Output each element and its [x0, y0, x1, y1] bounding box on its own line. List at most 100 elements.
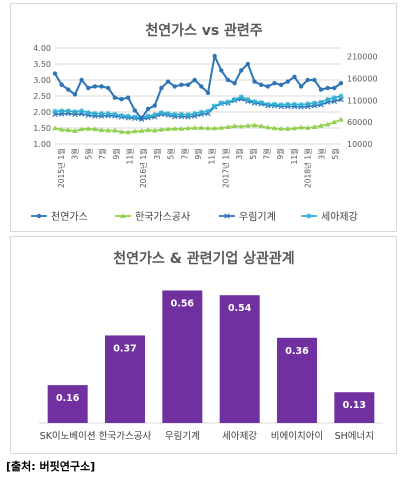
legend-label: 우림기계 — [239, 211, 276, 223]
data-point — [138, 128, 145, 133]
x-tick-label: 5월 — [166, 148, 176, 160]
data-point — [231, 96, 238, 103]
bar — [219, 295, 260, 423]
data-point — [125, 113, 131, 119]
x-tick-label: 5월 — [330, 148, 340, 160]
data-point — [171, 125, 178, 131]
category-label: 세아제강 — [222, 431, 257, 442]
right-axis-tick-label: 10000 — [347, 140, 372, 149]
data-point — [179, 82, 184, 88]
data-point — [305, 101, 311, 107]
x-tick-label: 2018년 1월 — [303, 148, 313, 188]
data-point — [92, 126, 98, 132]
data-point — [112, 111, 118, 117]
data-point — [251, 122, 258, 128]
data-point — [165, 126, 171, 132]
bar-data-label: 0.37 — [113, 343, 136, 354]
category-label: 비에이치아이 — [271, 430, 323, 442]
legend-item: 세아제강 — [301, 211, 358, 223]
x-tick-label: 3월 — [70, 148, 80, 160]
data-point — [172, 111, 178, 117]
x-tick-group: 5월 — [248, 148, 258, 160]
x-tick-group: 7월 — [179, 148, 189, 160]
data-point — [212, 53, 217, 59]
data-point — [85, 125, 92, 131]
data-point — [205, 125, 211, 131]
data-point — [252, 79, 257, 84]
bar-data-label: 0.36 — [285, 346, 309, 357]
x-tick-label: 11월 — [207, 148, 217, 165]
data-point — [239, 68, 244, 73]
data-point — [251, 99, 258, 105]
data-point — [325, 85, 330, 91]
x-tick-group: 7월 — [262, 148, 272, 160]
data-point — [265, 101, 271, 107]
data-point — [238, 123, 245, 129]
data-point — [120, 213, 126, 218]
data-point — [185, 112, 191, 118]
x-tick-group: 11월 — [207, 148, 217, 165]
data-point — [225, 124, 231, 129]
data-point — [245, 122, 251, 128]
x-tick-label: 7월 — [179, 148, 189, 160]
data-point — [145, 113, 151, 119]
left-axis-tick-label: 3.50 — [33, 60, 51, 69]
bar — [334, 392, 375, 423]
x-tick-label: 9월 — [193, 148, 203, 160]
data-point — [85, 109, 91, 116]
data-point — [178, 125, 185, 131]
x-tick-label: 2017년 1월 — [220, 148, 230, 188]
data-point — [265, 84, 271, 89]
x-tick-label: 7월 — [97, 148, 107, 160]
data-point — [325, 96, 331, 103]
data-point — [285, 79, 290, 84]
bar-data-label: 0.13 — [343, 400, 366, 411]
data-point — [58, 126, 65, 132]
data-point — [271, 101, 278, 107]
x-tick-group: 5월 — [330, 148, 340, 160]
series-3 — [52, 93, 344, 121]
bar-data-label: 0.54 — [228, 303, 252, 314]
data-point — [132, 108, 138, 113]
bar-data-label: 0.16 — [56, 393, 80, 404]
data-point — [224, 213, 230, 219]
left-axis-tick-label: 1.00 — [33, 140, 51, 149]
x-tick-group: 5월 — [166, 148, 176, 160]
data-point — [218, 100, 224, 106]
data-point — [219, 68, 224, 73]
line-chart-panel: 천연가스 vs 관련주 1.00 1.50 2.00 2.50 3.00 3.50 4.00 1… — [10, 3, 397, 232]
data-point — [305, 77, 310, 83]
data-point — [118, 128, 125, 134]
left-axis-tick-label: 1.50 — [33, 124, 51, 133]
right-axis-tick-label: 160000 — [347, 75, 378, 84]
data-point — [105, 110, 111, 117]
data-point — [86, 85, 91, 91]
data-point — [98, 127, 105, 133]
data-point — [192, 77, 197, 83]
x-tick-label: 2015년 1월 — [56, 148, 66, 188]
data-point — [191, 125, 198, 130]
data-point — [132, 114, 138, 120]
data-point — [132, 128, 138, 134]
data-point — [79, 77, 84, 83]
data-point — [79, 108, 85, 114]
data-point — [72, 128, 78, 133]
data-point — [211, 125, 218, 131]
data-point — [158, 109, 165, 116]
left-axis-tick-label: 2.50 — [33, 92, 51, 101]
x-tick-group: 9월 — [193, 148, 203, 160]
data-point — [318, 122, 324, 128]
x-tick-label: 9월 — [111, 148, 121, 160]
data-point — [145, 127, 151, 133]
data-point — [65, 127, 72, 133]
data-point — [92, 110, 98, 117]
left-axis-tick-label: 2.00 — [33, 108, 51, 117]
series-0 — [52, 53, 344, 121]
data-point — [291, 125, 298, 131]
x-tick-group: 2016년 1월 — [138, 148, 148, 188]
series-line — [54, 98, 342, 120]
data-point — [199, 84, 204, 89]
x-tick-group: 9월 — [275, 148, 285, 160]
data-point — [72, 92, 78, 97]
data-point — [212, 103, 218, 109]
